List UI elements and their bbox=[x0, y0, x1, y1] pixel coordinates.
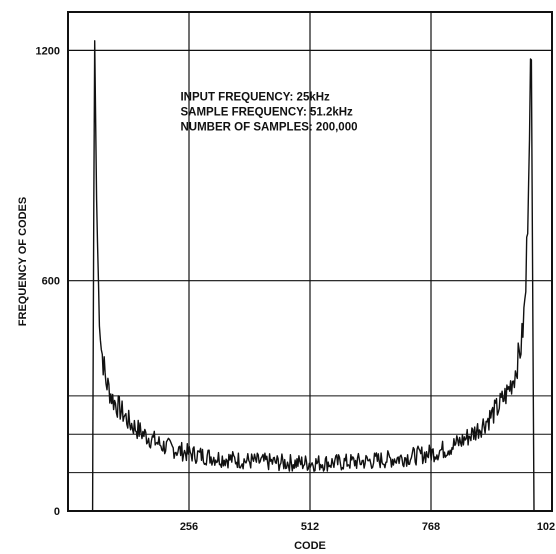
y-tick-label-1: 600 bbox=[42, 276, 60, 288]
annotation-sample-frequency: SAMPLE FREQUENCY: 51.2kHz bbox=[180, 106, 353, 118]
x-axis-label: CODE bbox=[294, 540, 326, 552]
plot-frame bbox=[67, 11, 553, 512]
tick-labels: 256 512 768 102 0 600 1200 bbox=[36, 45, 556, 533]
x-tick-label-0: 256 bbox=[180, 521, 198, 533]
annotation-number-of-samples: NUMBER OF SAMPLES: 200,000 bbox=[180, 121, 357, 133]
grid-lines bbox=[68, 12, 552, 511]
y-axis-label: FREQUENCY OF CODES bbox=[17, 197, 29, 326]
y-tick-label-0: 0 bbox=[54, 506, 60, 518]
x-tick-label-1: 512 bbox=[301, 521, 319, 533]
y-tick-label-2: 1200 bbox=[36, 45, 60, 57]
x-tick-label-3: 102 bbox=[537, 521, 555, 533]
series-line bbox=[91, 40, 535, 512]
x-tick-label-2: 768 bbox=[422, 521, 440, 533]
annotation-input-frequency: INPUT FREQUENCY: 25kHz bbox=[180, 91, 330, 103]
